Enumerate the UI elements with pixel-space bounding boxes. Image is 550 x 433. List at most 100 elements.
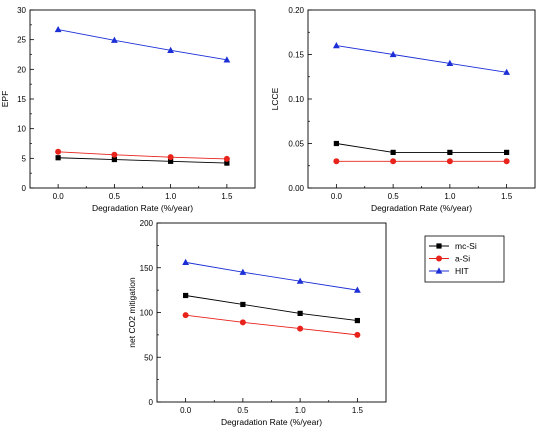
legend: mc-Si a-Si HIT xyxy=(424,235,505,283)
data-point xyxy=(297,310,303,316)
data-point xyxy=(297,325,304,332)
data-point xyxy=(239,319,246,326)
series-mc-si xyxy=(55,155,230,166)
x-axis-title: Degradation Rate (%/year) xyxy=(371,203,472,213)
y-axis-title: EPF xyxy=(0,91,10,108)
data-point xyxy=(55,155,61,161)
chart-lcce: 0.0 0.5 1.0 1.5 0.00 0.05 0.10 0.15 0.20 Degradat… xyxy=(270,6,536,213)
series-line xyxy=(336,143,507,153)
y-tick-label: 10 xyxy=(17,125,26,134)
data-point xyxy=(223,155,230,162)
data-point xyxy=(447,149,453,155)
x-tick-label: 1.0 xyxy=(165,192,177,201)
y-tick-label: 15 xyxy=(17,95,26,104)
series-line xyxy=(336,45,507,73)
legend-label: HIT xyxy=(455,266,469,276)
legend-item-hit: HIT xyxy=(429,266,469,276)
y-tick-label: 50 xyxy=(144,353,153,362)
y-tick-label: 0.05 xyxy=(288,140,304,149)
y-tick-label: 0 xyxy=(149,398,154,407)
legend-item-mc-si: mc-Si xyxy=(429,241,477,251)
legend-item-a-si: a-Si xyxy=(429,254,470,264)
data-point xyxy=(389,50,397,58)
x-tick-label: 0.0 xyxy=(331,192,343,201)
data-point xyxy=(111,156,117,163)
data-point xyxy=(296,277,304,284)
x-axis-title: Degradation Rate (%/year) xyxy=(221,417,322,427)
legend-marker xyxy=(436,243,442,249)
data-point xyxy=(182,312,189,319)
legend-label: a-Si xyxy=(455,254,470,264)
data-point xyxy=(167,46,175,53)
legend-label: mc-Si xyxy=(455,241,477,251)
series-line xyxy=(58,151,227,160)
y-tick-label: 0.10 xyxy=(288,95,304,104)
series-a-si xyxy=(55,148,230,162)
data-point xyxy=(390,149,396,155)
data-point xyxy=(240,301,246,308)
data-point xyxy=(332,42,340,49)
y-tick-label: 150 xyxy=(140,264,154,273)
x-tick-label: 1.0 xyxy=(295,406,307,415)
series-line xyxy=(185,261,358,291)
data-point xyxy=(390,158,397,165)
y-tick-label: 30 xyxy=(17,6,26,15)
x-tick-label: 1.5 xyxy=(501,192,513,201)
data-point xyxy=(111,151,118,158)
data-point xyxy=(353,286,361,293)
data-point xyxy=(224,160,230,166)
data-point xyxy=(503,68,511,75)
series-line xyxy=(58,157,227,164)
x-tick-label: 1.0 xyxy=(444,192,456,201)
data-point xyxy=(110,36,118,43)
x-tick-label: 0.0 xyxy=(180,406,192,415)
data-point xyxy=(223,56,231,63)
plot-frame xyxy=(156,222,387,403)
data-point xyxy=(446,59,454,66)
legend-marker xyxy=(435,267,443,274)
y-tick-label: 0.20 xyxy=(288,6,304,15)
y-axis-title: LCCE xyxy=(270,87,280,110)
data-point xyxy=(182,258,190,265)
data-point xyxy=(503,158,510,165)
series-hit xyxy=(54,25,231,63)
data-point xyxy=(354,317,360,324)
x-axis-title: Degradation Rate (%/year) xyxy=(92,203,193,213)
data-point xyxy=(446,158,453,165)
data-point xyxy=(183,292,189,299)
data-point xyxy=(239,268,247,275)
data-point xyxy=(354,331,361,338)
x-tick-label: 0.5 xyxy=(109,192,121,201)
data-point xyxy=(167,154,174,161)
series-mc-si xyxy=(333,140,510,155)
x-tick-label: 0.5 xyxy=(388,192,400,201)
data-point xyxy=(168,158,174,164)
series-line xyxy=(185,314,358,336)
x-tick-label: 1.5 xyxy=(352,406,364,415)
data-point xyxy=(504,149,510,155)
x-tick-label: 0.5 xyxy=(237,406,249,415)
series-hit xyxy=(182,258,361,293)
series-mc-si xyxy=(183,292,360,324)
series-line xyxy=(58,29,227,61)
data-point xyxy=(333,140,339,147)
y-tick-label: 20 xyxy=(17,65,26,74)
chart-net-co2-mitigation: 0.0 0.5 1.0 1.5 0 50 100 150 200 Degradation Rate… xyxy=(127,219,387,427)
series-line xyxy=(185,295,358,322)
y-tick-label: 100 xyxy=(140,309,154,318)
chart-epf: 0.0 0.5 1.0 1.5 0 5 10 15 20 25 30 Degradation Rate… xyxy=(0,6,256,213)
y-tick-label: 5 xyxy=(22,154,27,163)
y-tick-label: 25 xyxy=(17,36,26,45)
legend-marker xyxy=(436,255,442,262)
y-axis-title: net CO2 mitigation xyxy=(127,277,137,348)
series-a-si xyxy=(333,158,510,165)
x-tick-label: 1.5 xyxy=(221,192,233,201)
data-point xyxy=(54,25,62,33)
series-a-si xyxy=(182,312,361,338)
y-tick-label: 0.00 xyxy=(288,184,304,193)
x-tick-label: 0.0 xyxy=(53,192,65,201)
series-hit xyxy=(332,42,511,75)
y-tick-label: 200 xyxy=(140,219,154,228)
data-point xyxy=(333,158,340,165)
